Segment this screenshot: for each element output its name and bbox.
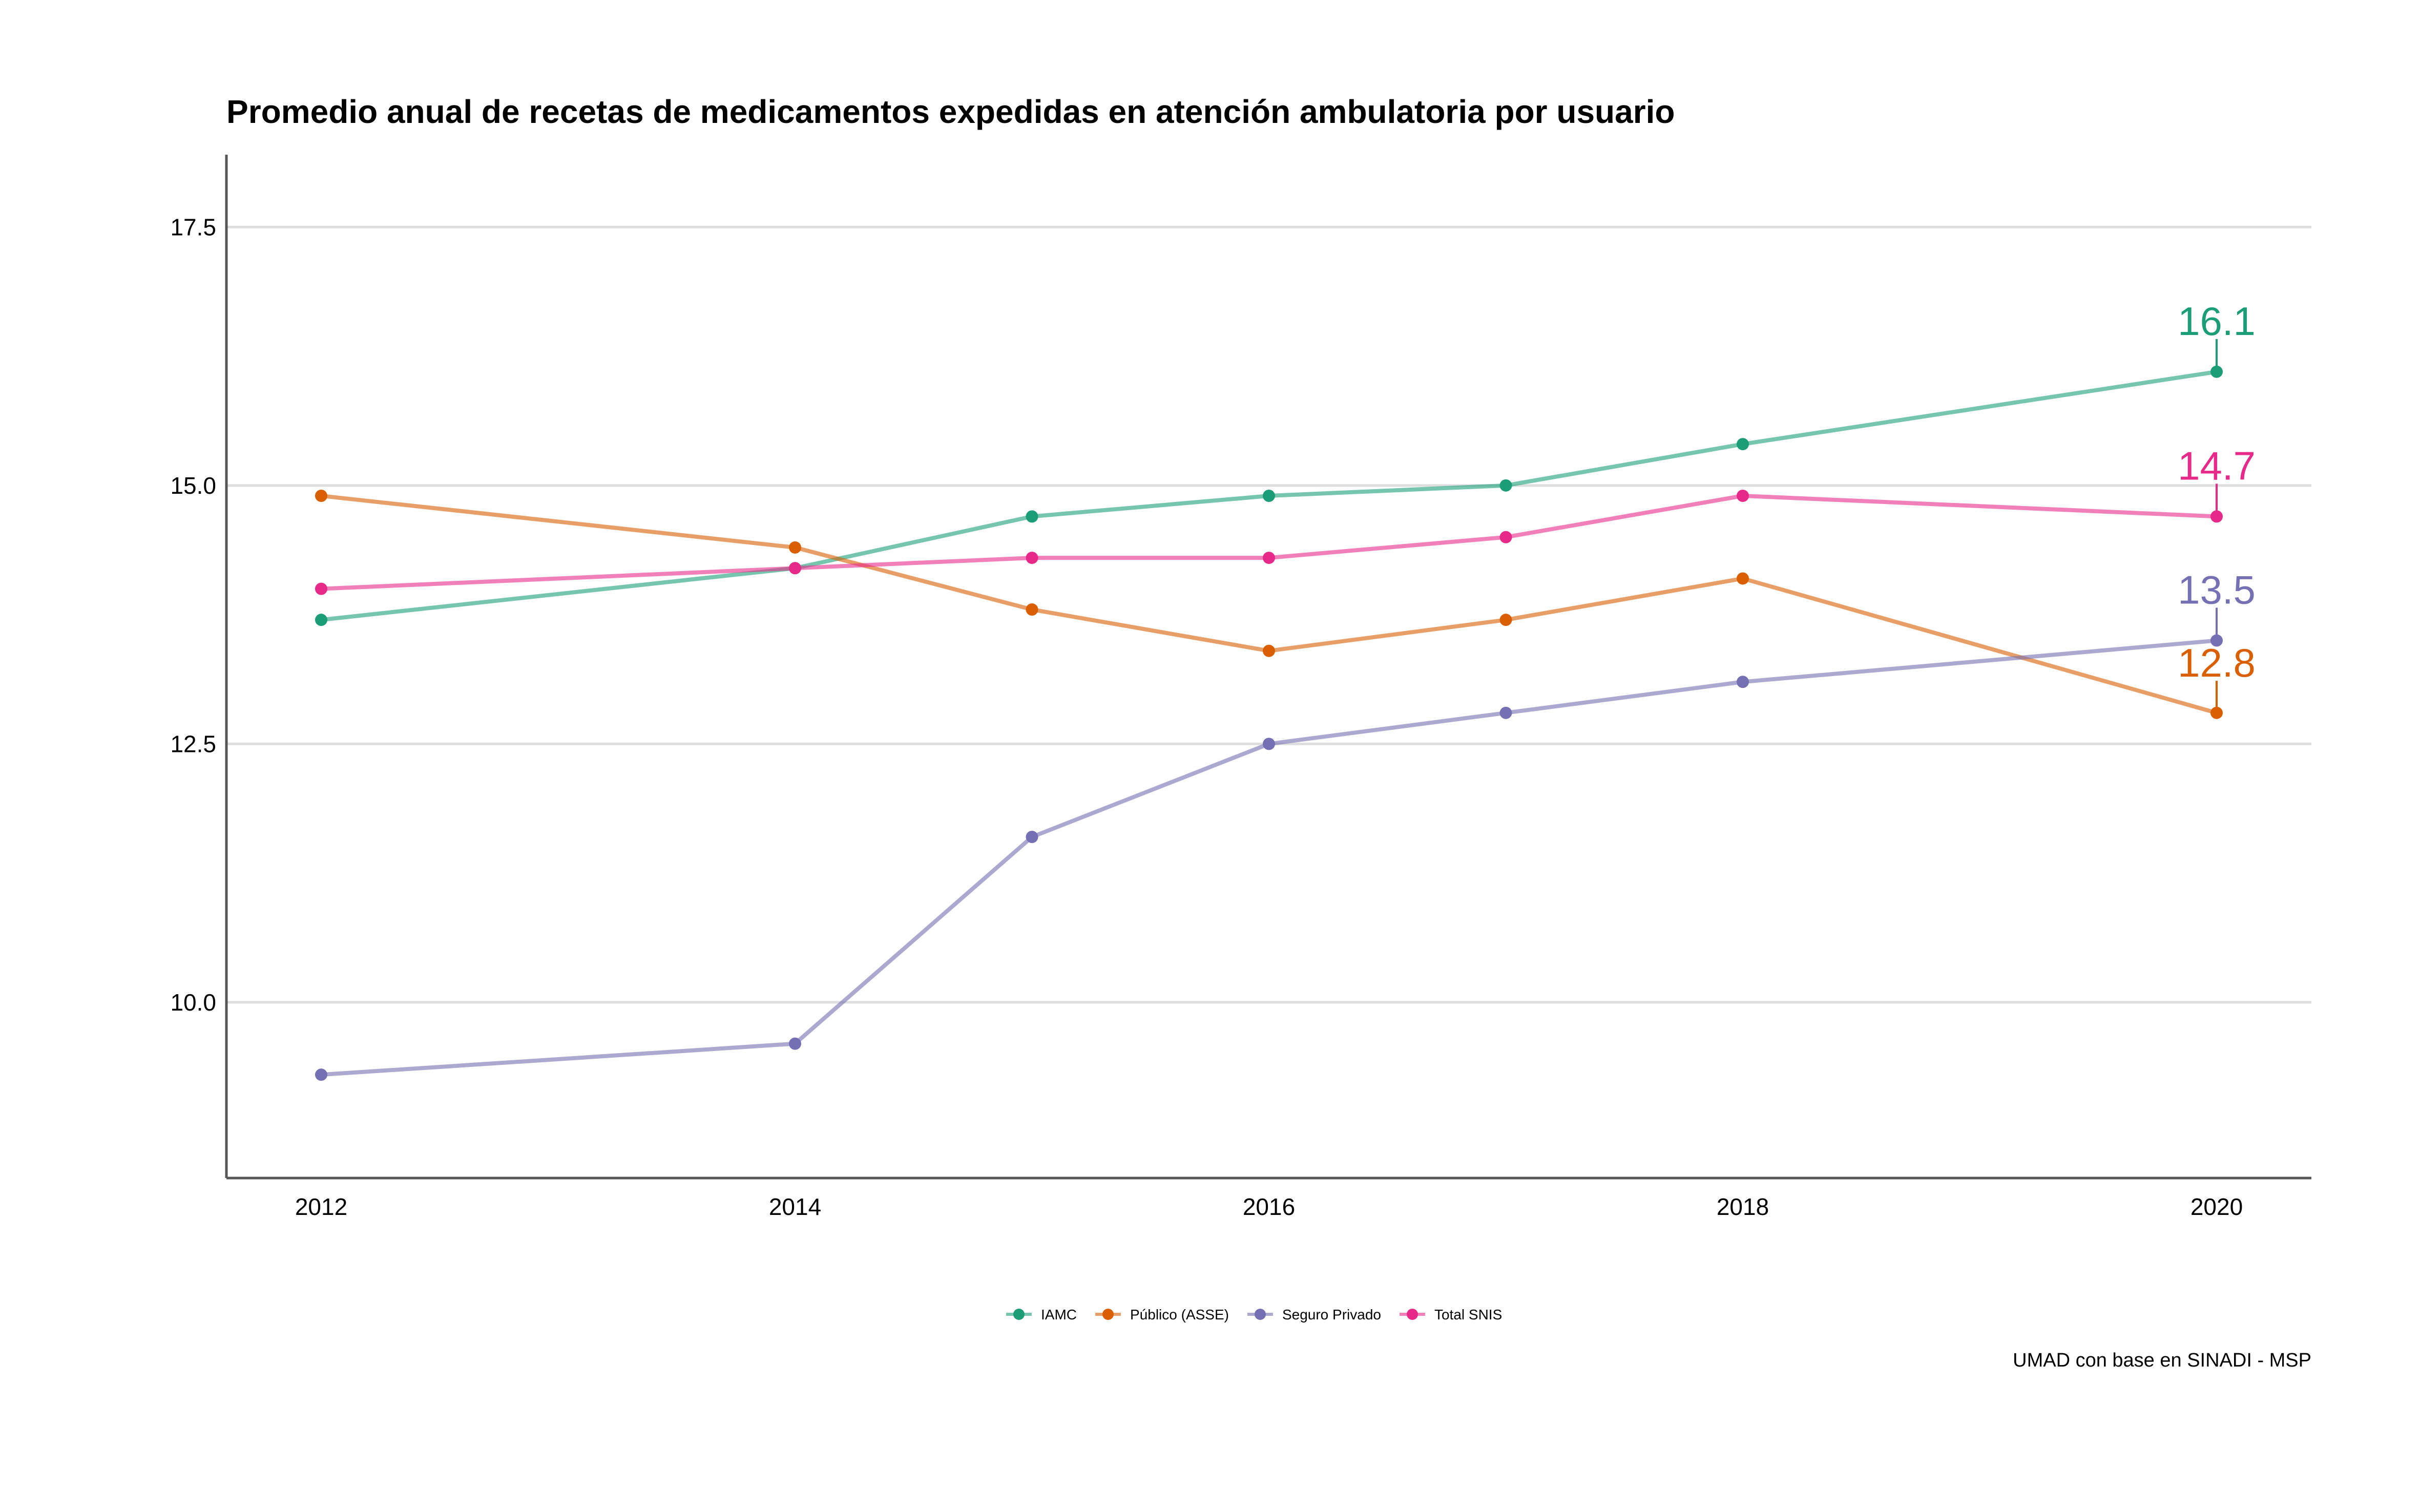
series-line-2 bbox=[321, 638, 2217, 1077]
data-point bbox=[1263, 552, 1275, 564]
end-value-label: 16.1 bbox=[2178, 299, 2256, 344]
data-point bbox=[789, 1037, 801, 1050]
data-point bbox=[1026, 603, 1038, 616]
data-point bbox=[315, 1068, 327, 1081]
data-point bbox=[1263, 490, 1275, 502]
legend-label: IAMC bbox=[1041, 1307, 1077, 1322]
x-tick-label: 2020 bbox=[2190, 1193, 2243, 1220]
x-tick-label: 2016 bbox=[1243, 1193, 1295, 1220]
data-point bbox=[1263, 738, 1275, 750]
legend: IAMC Público (ASSE) Seguro Privado Total SN… bbox=[1006, 1307, 1502, 1322]
source-caption: UMAD con base en SINADI - MSP bbox=[2013, 1350, 2311, 1371]
data-point bbox=[1026, 552, 1038, 564]
legend-item: IAMC bbox=[1006, 1307, 1077, 1322]
x-tick-label: 2012 bbox=[295, 1193, 347, 1220]
end-value-label: 13.5 bbox=[2178, 568, 2256, 613]
data-point bbox=[1737, 490, 1749, 502]
legend-swatch-point bbox=[1406, 1309, 1418, 1320]
data-point bbox=[1499, 706, 1512, 719]
y-tick-label: 17.5 bbox=[170, 214, 216, 240]
y-tick-label: 15.0 bbox=[170, 472, 216, 499]
end-labels: 16.1 12.8 13.5 14.7 bbox=[2178, 299, 2256, 713]
data-point bbox=[789, 562, 801, 575]
data-point bbox=[1026, 510, 1038, 523]
x-tick-label: 2018 bbox=[1717, 1193, 1769, 1220]
end-value-label: 12.8 bbox=[2178, 640, 2256, 685]
data-point bbox=[315, 614, 327, 626]
gridlines bbox=[226, 225, 2311, 1004]
legend-label: Público (ASSE) bbox=[1130, 1307, 1229, 1322]
legend-swatch-point bbox=[1102, 1309, 1114, 1320]
legend-item: Total SNIS bbox=[1399, 1307, 1502, 1322]
legend-item: Público (ASSE) bbox=[1095, 1307, 1229, 1322]
series bbox=[315, 365, 2223, 1081]
chart-title: Promedio anual de recetas de medicamento… bbox=[226, 93, 1675, 130]
legend-swatch-point bbox=[1254, 1309, 1266, 1320]
data-point bbox=[1499, 614, 1512, 626]
legend-label: Seguro Privado bbox=[1282, 1307, 1381, 1322]
data-point bbox=[1263, 644, 1275, 657]
axes bbox=[225, 155, 2311, 1180]
tick-labels: 10.0 12.5 15.0 17.5 2012 2014 2016 2018 2020 bbox=[170, 214, 2243, 1220]
data-point bbox=[789, 541, 801, 554]
data-point bbox=[1026, 831, 1038, 843]
data-point bbox=[1499, 531, 1512, 543]
y-tick-label: 10.0 bbox=[170, 989, 216, 1016]
series-line-3 bbox=[321, 494, 2217, 591]
x-tick-label: 2014 bbox=[769, 1193, 821, 1220]
data-point bbox=[1737, 438, 1749, 451]
end-value-label: 14.7 bbox=[2178, 443, 2256, 488]
data-point bbox=[1499, 479, 1512, 492]
data-point bbox=[1737, 676, 1749, 688]
data-point bbox=[315, 490, 327, 502]
legend-swatch-point bbox=[1013, 1309, 1025, 1320]
data-point bbox=[1737, 572, 1749, 585]
y-tick-label: 12.5 bbox=[170, 730, 216, 757]
data-point bbox=[315, 582, 327, 595]
legend-item: Seguro Privado bbox=[1247, 1307, 1381, 1322]
legend-label: Total SNIS bbox=[1434, 1307, 1502, 1322]
series-line-1 bbox=[321, 494, 2218, 715]
